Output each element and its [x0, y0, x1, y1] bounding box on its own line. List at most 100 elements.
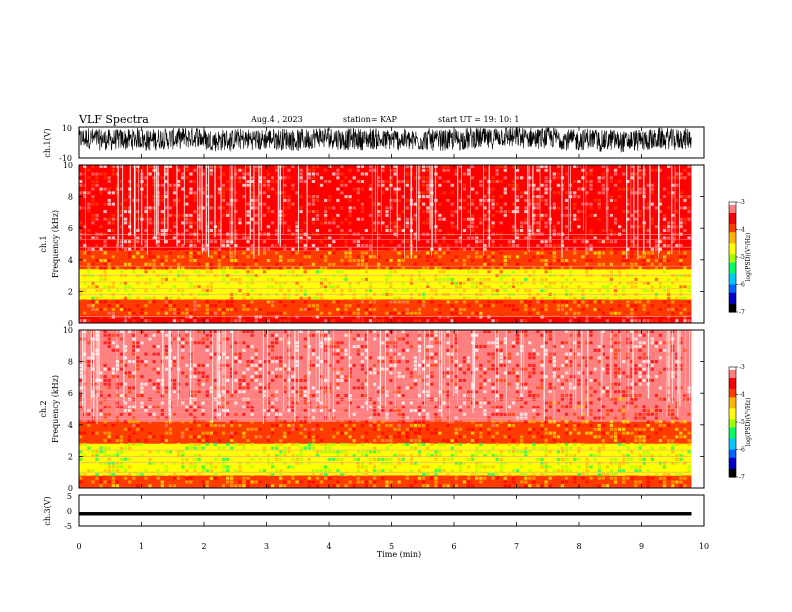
colorbar-swatch: [729, 268, 736, 272]
colorbar-swatch: [729, 449, 736, 453]
ch1-waveform-frame: [78, 126, 705, 159]
ch2-spectrogram-image: [79, 330, 692, 488]
colorbar-swatch: [729, 389, 736, 393]
colorbar-swatch: [729, 413, 736, 418]
colorbar-swatch: [729, 430, 736, 434]
colorbar-label: log(PSD)(V²/Hz): [745, 233, 752, 282]
time-tick-label: 8: [576, 542, 581, 551]
colorbar-swatch: [729, 246, 736, 250]
time-tick-label: 3: [264, 542, 269, 551]
colorbar-tick-label: -5: [739, 419, 745, 426]
colorbar-swatch: [729, 452, 736, 456]
ch3-waveform-panel: 5 0 -5 ch.3(V): [43, 492, 705, 531]
colorbar-swatch: [729, 372, 736, 376]
ch3-waveform-trace: [78, 495, 705, 526]
colorbar-swatch: [729, 207, 736, 211]
colorbar-swatch: [729, 378, 736, 382]
colorbar-swatch: [729, 204, 736, 209]
colorbar-swatch: [729, 438, 736, 442]
colorbar-swatch: [729, 257, 736, 261]
freq-tick-label: 0: [68, 319, 73, 328]
colorbar-swatch: [729, 433, 736, 437]
colorbar-swatch: [729, 463, 736, 467]
colorbar-swatch: [729, 270, 736, 275]
colorbar-swatch: [729, 221, 736, 225]
colorbar-swatch: [729, 411, 736, 415]
colorbar-swatch: [729, 226, 736, 231]
ch1-spectrogram-band: [79, 316, 692, 323]
time-axis-ticks: 0 1 2 3 4 5 6 7 8 9 10: [76, 542, 709, 551]
colorbar-swatch: [729, 218, 736, 222]
colorbar-label: log(PSD)(V²/Hz): [745, 398, 752, 447]
ch2-colorbar: -3 -4 -5 -6 -7 log(PSD)(V²/Hz): [728, 364, 752, 481]
ch3-waveform-frame: [78, 494, 705, 527]
ch3-waveform-ylabel: ch.3(V): [43, 496, 52, 525]
colorbar-tick-label: -5: [739, 254, 745, 261]
colorbar-swatch: [729, 240, 736, 244]
colorbar-swatch: [729, 295, 736, 299]
colorbar-swatch: [729, 213, 736, 217]
colorbar-swatch: [729, 375, 736, 379]
colorbar-swatch: [729, 281, 736, 286]
colorbar-swatch: [729, 259, 736, 264]
colorbar-swatch: [729, 224, 736, 228]
colorbar-swatch: [729, 301, 736, 305]
ch3-waveform-band: [79, 512, 692, 516]
colorbar-swatch: [729, 287, 736, 291]
freq-tick-label: 2: [68, 452, 73, 461]
time-tick-label: 0: [76, 542, 81, 551]
freq-tick-label: 4: [68, 421, 73, 430]
colorbar-swatch: [729, 391, 736, 396]
ch1-spectrogram-image: [79, 165, 692, 323]
ch2-spectrogram-panel: 0 2 4 6 8 10 ch.2 Frequency (kHz) -3 -4 -5 -6 -7 l…: [39, 326, 752, 493]
colorbar-swatch: [729, 210, 736, 214]
colorbar-swatch: [729, 383, 736, 387]
colorbar-tick-label: -6: [739, 282, 745, 289]
colorbar-swatch: [729, 444, 736, 448]
time-tick-label: 4: [326, 542, 331, 551]
ch1-ytick-bottom: -10: [59, 154, 72, 163]
chart-title: VLF Spectra: [78, 113, 149, 126]
colorbar-swatch: [729, 400, 736, 404]
colorbar-swatch: [729, 405, 736, 409]
colorbar-swatch: [729, 243, 736, 247]
colorbar-swatch: [729, 292, 736, 297]
freq-tick-label: 6: [68, 224, 73, 233]
colorbar-tick-label: -4: [739, 227, 745, 234]
colorbar-swatch: [729, 457, 736, 462]
colorbar-swatch: [729, 309, 736, 313]
start-time-label: start UT = 19: 10: 1: [438, 115, 519, 124]
colorbar-swatch: [729, 408, 736, 412]
colorbar-swatch: [729, 273, 736, 277]
ch1-waveform-ylabel: ch.1(V): [43, 128, 52, 157]
ch1-ytick-top: 10: [62, 124, 72, 133]
colorbar-swatch: [729, 215, 736, 220]
colorbar-swatch: [729, 202, 736, 206]
colorbar-swatch: [729, 397, 736, 401]
colorbar-swatch: [729, 427, 736, 431]
ch2-spectrogram-ch-label: ch.2: [39, 400, 48, 417]
colorbar-swatch: [729, 386, 736, 390]
colorbar-swatch: [729, 435, 736, 440]
colorbar-swatch: [729, 284, 736, 288]
time-tick-label: 7: [514, 542, 519, 551]
colorbar-swatch: [729, 416, 736, 420]
colorbar-swatch: [729, 468, 736, 473]
freq-tick-label: 8: [68, 193, 73, 202]
ch3-ytick-top: 5: [67, 492, 72, 501]
ch1-spectrogram-ylabel: Frequency (kHz): [51, 210, 60, 278]
ch1-spectrogram-band: [79, 250, 692, 270]
ch2-frequency-ticks: 0 2 4 6 8 10: [63, 326, 705, 493]
colorbar-swatch: [729, 455, 736, 459]
colorbar-swatch: [729, 460, 736, 464]
freq-tick-label: 8: [68, 358, 73, 367]
colorbar-swatch: [729, 229, 736, 233]
colorbar-tick-label: -3: [739, 364, 745, 371]
colorbar-swatch: [729, 303, 736, 308]
colorbar-swatch: [729, 279, 736, 283]
ch1-spectrogram-ch-label: ch.1: [39, 235, 48, 252]
time-tick-label: 9: [639, 542, 644, 551]
colorbar-swatch: [729, 471, 736, 475]
date-label: Aug.4 , 2023: [250, 115, 303, 124]
colorbar-swatch: [729, 232, 736, 236]
